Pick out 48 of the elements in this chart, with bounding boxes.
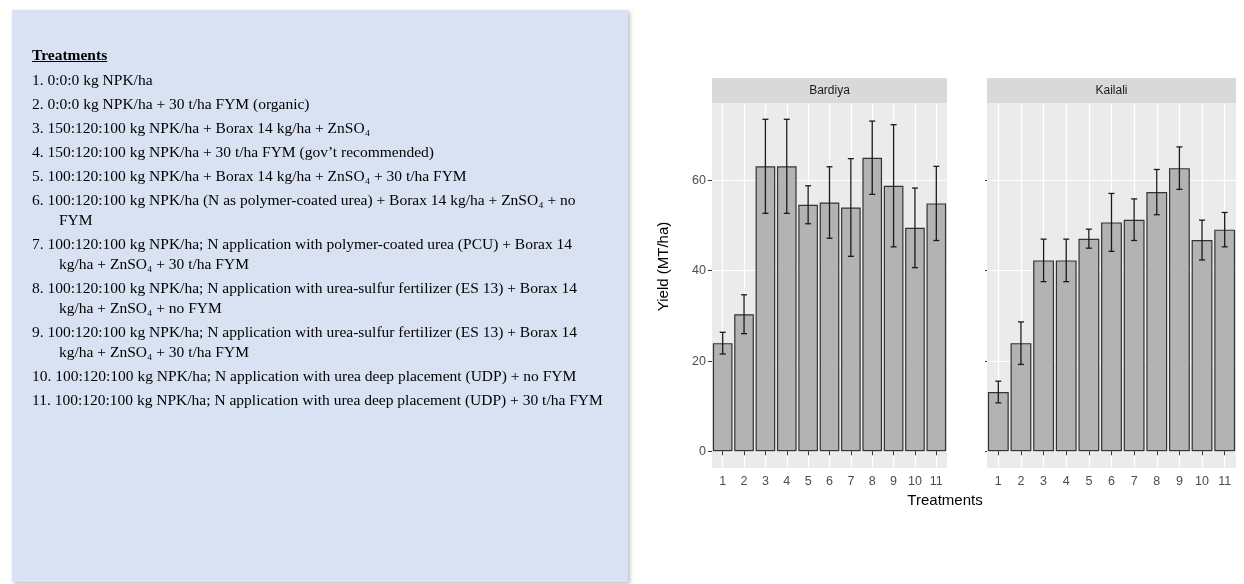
x-axis-title: Treatments	[906, 491, 984, 508]
y-tick-label: 40	[692, 263, 707, 278]
bar	[883, 185, 904, 452]
chart-title: Bardiya	[712, 78, 947, 103]
x-tick-label: 7	[1130, 473, 1138, 488]
x-tick-label: 2	[1017, 473, 1025, 488]
x-tick-label: 4	[783, 473, 791, 488]
text: 4. 150:120:100 kg NPK/ha + 30 t/ha FYM (gov’t recommended)	[32, 142, 435, 162]
text: 3. 150:120:100 kg NPK/ha + Borax 14 kg/ha + ZnSO₄	[32, 118, 372, 138]
text: 1. 0:0:0 kg NPK/ha	[32, 70, 154, 90]
x-tick-label: 5	[804, 473, 812, 488]
text: 11. 100:120:100 kg NPK/ha; N application with urea deep placement (UDP) + 30 t/ha FYM	[32, 390, 604, 410]
y-tick-label: 60	[692, 172, 707, 187]
x-tick-label: 5	[1085, 473, 1093, 488]
text: 6. 100:120:100 kg NPK/ha (N as polymer-coated urea) + Borax 14 kg/ha + ZnSO₄ + no FYM	[32, 190, 577, 230]
x-tick-label: 11	[1218, 473, 1232, 488]
x-tick-label: 2	[740, 473, 748, 488]
x-tick-label: 8	[868, 473, 876, 488]
x-tick-label: 1	[994, 473, 1002, 488]
x-tick-label: 3	[1040, 473, 1048, 488]
text: 8. 100:120:100 kg NPK/ha; N application with urea-sulfur fertilizer (ES 13) + Borax 14 kg/ha + ZnSO₄ + no FYM	[32, 278, 579, 318]
x-tick-label: 11	[929, 473, 943, 488]
text: 10. 100:120:100 kg NPK/ha; N application with urea deep placement (UDP) + no FYM	[32, 366, 578, 386]
text: 2. 0:0:0 kg NPK/ha + 30 t/ha FYM (organic)	[32, 94, 311, 114]
y-axis-title: Yield (MT/ha)	[653, 220, 671, 314]
x-tick-label: 9	[1175, 473, 1183, 488]
x-tick-label: 6	[1108, 473, 1116, 488]
y-tick-label: 20	[692, 353, 707, 368]
x-tick-label: 4	[1062, 473, 1070, 488]
x-tick-label: 9	[890, 473, 898, 488]
x-tick-label: 6	[826, 473, 834, 488]
bar	[819, 202, 840, 452]
x-tick-label: 7	[847, 473, 855, 488]
text: 7. 100:120:100 kg NPK/ha; N application with polymer-coated urea (PCU) + Borax 14 kg/ha + ZnSO₄ + 30 t/ha FYM	[32, 234, 574, 274]
x-tick-label: 3	[761, 473, 769, 488]
bar	[755, 166, 776, 452]
text: 5. 100:120:100 kg NPK/ha + Borax 14 kg/ha + ZnSO₄ + 30 t/ha FYM	[32, 166, 468, 186]
bar	[1101, 222, 1122, 452]
bar	[1033, 260, 1054, 452]
text: Treatments	[32, 46, 109, 64]
x-tick-label: 8	[1153, 473, 1161, 488]
bar	[1169, 168, 1190, 452]
x-tick-label: 1	[719, 473, 727, 488]
x-tick-label: 10	[1195, 473, 1210, 488]
text: 9. 100:120:100 kg NPK/ha; N application with urea-sulfur fertilizer (ES 13) + Borax 14 kg/ha + ZnSO₄ + 30 t/ha FYM	[32, 322, 579, 362]
x-tick-label: 10	[908, 473, 922, 488]
y-tick-label: 0	[699, 444, 707, 459]
chart-title: Kailali	[987, 78, 1236, 103]
